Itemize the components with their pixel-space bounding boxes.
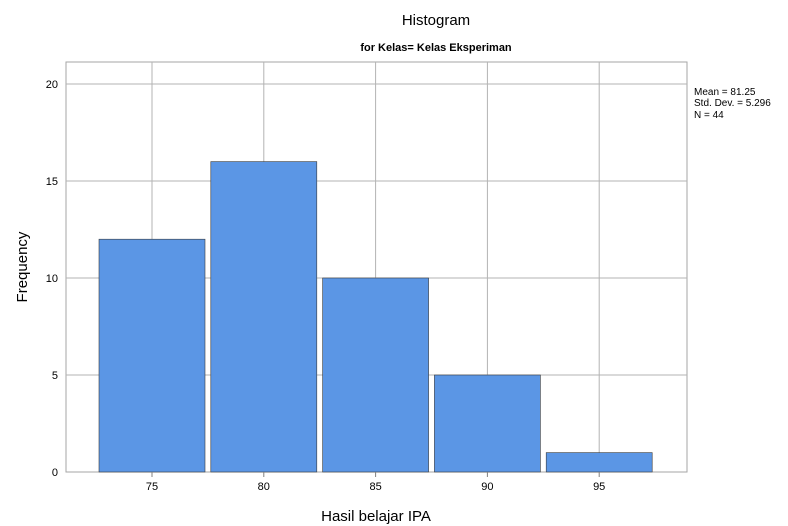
y-tick-label: 0 xyxy=(52,467,58,479)
x-tick-labels: 75 80 85 90 95 xyxy=(146,472,605,493)
stats-mean: Mean = 81.25 xyxy=(694,87,756,98)
x-tick-label: 80 xyxy=(258,481,270,493)
y-tick-label: 5 xyxy=(52,370,58,382)
chart-title: Histogram xyxy=(402,12,470,29)
x-tick-label: 90 xyxy=(481,481,493,493)
y-tick-labels: 0 5 10 15 20 xyxy=(46,79,58,479)
stats-n: N = 44 xyxy=(694,110,724,121)
x-tick-label: 75 xyxy=(146,481,158,493)
x-tick-label: 95 xyxy=(593,481,605,493)
x-tick-label: 85 xyxy=(369,481,381,493)
y-tick-label: 10 xyxy=(46,273,58,285)
histogram-bar-75 xyxy=(98,238,206,473)
histogram-bar-80 xyxy=(210,161,318,473)
bars xyxy=(98,161,653,473)
chart-subtitle: for Kelas= Kelas Eksperiman xyxy=(360,42,512,54)
histogram-bar-85 xyxy=(322,277,429,473)
y-axis-label: Frequency xyxy=(14,231,31,302)
y-tick-label: 15 xyxy=(46,176,58,188)
y-tick-label: 20 xyxy=(46,79,58,91)
stats-std-dev: Std. Dev. = 5.296 xyxy=(694,98,771,109)
x-axis-label: Hasil belajar IPA xyxy=(321,508,431,525)
histogram-bar-90 xyxy=(434,374,541,473)
histogram-bar-95 xyxy=(545,452,653,473)
